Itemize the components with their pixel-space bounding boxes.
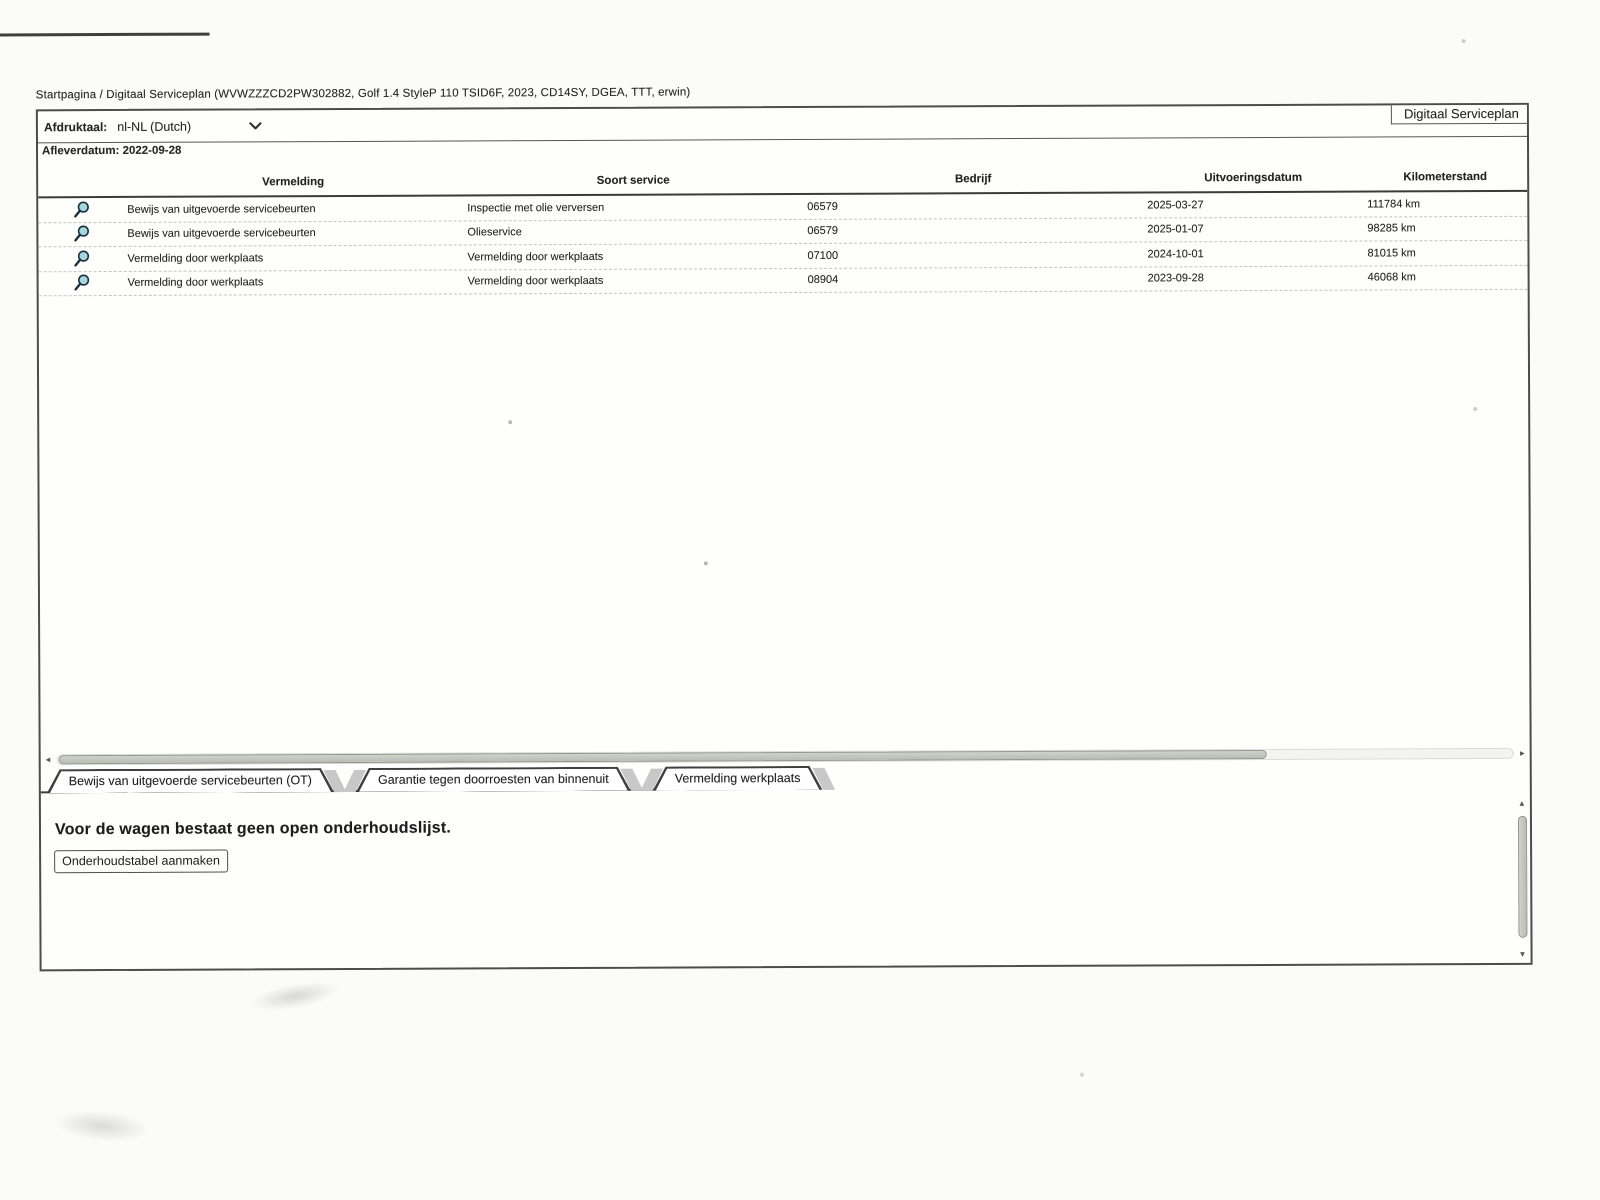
print-language-dropdown[interactable]: nl-NL (Dutch) bbox=[117, 119, 272, 134]
cell-uitvoeringsdatum: 2025-03-27 bbox=[1147, 198, 1204, 212]
vertical-scroll-thumb[interactable] bbox=[1517, 815, 1527, 938]
column-header-spacer bbox=[38, 177, 123, 189]
serviceplan-panel: Afdruktaal: nl-NL (Dutch) Digitaal Servi… bbox=[35, 102, 1533, 972]
table-row: Vermelding door werkplaats Vermelding do… bbox=[38, 240, 1528, 272]
scan-artifact-line bbox=[0, 32, 210, 37]
column-header-kilometerstand: Kilometerstand bbox=[1403, 170, 1488, 184]
cell-kilometerstand: 46068 km bbox=[1367, 271, 1416, 284]
scan-artifact-smudge bbox=[248, 976, 342, 1017]
panel-header: Afdruktaal: nl-NL (Dutch) Digitaal Servi… bbox=[37, 104, 1527, 144]
cell-bedrijf: 07100 bbox=[807, 249, 839, 262]
vertical-scroll-track[interactable] bbox=[1516, 810, 1528, 948]
cell-uitvoeringsdatum: 2025-01-07 bbox=[1147, 223, 1204, 236]
magnifier-icon[interactable] bbox=[71, 200, 91, 220]
cell-soort-service: Vermelding door werkplaats bbox=[467, 250, 604, 264]
table-row: Bewijs van uitgevoerde servicebeurten Ol… bbox=[38, 216, 1528, 248]
cell-uitvoeringsdatum: 2024-10-01 bbox=[1147, 247, 1204, 261]
scan-artifact-smudge bbox=[53, 1106, 151, 1146]
scroll-up-icon[interactable]: ▴ bbox=[1519, 797, 1525, 808]
scroll-down-icon[interactable]: ▾ bbox=[1520, 948, 1525, 959]
vertical-scrollbar: ▴ ▾ bbox=[1515, 797, 1530, 959]
tab-content-pane: Voor de wagen bestaat geen open onderhou… bbox=[41, 787, 1531, 969]
print-language-row: Afdruktaal: nl-NL (Dutch) bbox=[38, 110, 272, 142]
cell-soort-service: Olieservice bbox=[467, 226, 522, 239]
cell-vermelding: Bewijs van uitgevoerde servicebeurten bbox=[127, 202, 316, 216]
column-header-bedrijf: Bedrijf bbox=[954, 173, 992, 186]
cell-bedrijf: 06579 bbox=[807, 225, 839, 238]
horizontal-scroll-thumb[interactable] bbox=[58, 749, 1267, 764]
tab-vermelding-werkplaats[interactable]: Vermelding werkplaats bbox=[640, 766, 835, 791]
magnifier-icon[interactable] bbox=[71, 224, 91, 244]
scan-artifact-speck bbox=[1080, 1072, 1085, 1077]
scroll-right-icon[interactable]: ▸ bbox=[1520, 747, 1525, 758]
table-row: Vermelding door werkplaats Vermelding do… bbox=[38, 265, 1528, 297]
cell-kilometerstand: 98285 km bbox=[1367, 222, 1416, 235]
column-header-soort-service: Soort service bbox=[596, 174, 670, 187]
tab-bewijs-servicebeurten[interactable]: Bewijs van uitgevoerde servicebeurten (O… bbox=[47, 768, 347, 793]
breadcrumb[interactable]: Startpagina / Digitaal Serviceplan (WVWZ… bbox=[35, 86, 691, 102]
chevron-down-icon bbox=[249, 122, 262, 130]
tab-label: Bewijs van uitgevoerde servicebeurten (O… bbox=[68, 773, 312, 789]
column-header-vermelding: Vermelding bbox=[262, 176, 325, 189]
tab-label: Vermelding werkplaats bbox=[674, 770, 801, 786]
cell-kilometerstand: 81015 km bbox=[1367, 247, 1416, 260]
magnifier-icon[interactable] bbox=[71, 273, 91, 293]
tab-garantie-doorroesten[interactable]: Garantie tegen doorroesten van binnenuit bbox=[343, 767, 644, 792]
print-language-label: Afdruktaal: bbox=[43, 119, 108, 134]
create-maintenance-table-button[interactable]: Onderhoudstabel aanmaken bbox=[54, 849, 228, 874]
service-history-table: Vermelding Soort service Bedrijf Uitvoer… bbox=[38, 153, 1530, 751]
cell-vermelding: Vermelding door werkplaats bbox=[127, 276, 264, 290]
cell-soort-service: Vermelding door werkplaats bbox=[467, 275, 604, 288]
print-language-value: nl-NL (Dutch) bbox=[117, 119, 192, 134]
cell-bedrijf: 08904 bbox=[807, 274, 839, 287]
page-title: Digitaal Serviceplan bbox=[1390, 104, 1527, 125]
scan-artifact-speck bbox=[1461, 39, 1466, 44]
no-open-maintenance-message: Voor de wagen bestaat geen open onderhou… bbox=[54, 819, 452, 839]
column-header-uitvoeringsdatum: Uitvoeringsdatum bbox=[1204, 171, 1303, 185]
cell-uitvoeringsdatum: 2023-09-28 bbox=[1147, 272, 1204, 285]
cell-bedrijf: 06579 bbox=[807, 200, 838, 213]
cell-vermelding: Vermelding door werkplaats bbox=[127, 252, 264, 265]
cell-soort-service: Inspectie met olie verversen bbox=[467, 201, 605, 215]
scroll-left-icon[interactable]: ◂ bbox=[45, 753, 51, 764]
table-row: Bewijs van uitgevoerde servicebeurten In… bbox=[38, 191, 1528, 223]
cell-vermelding: Bewijs van uitgevoerde servicebeurten bbox=[127, 227, 316, 241]
cell-kilometerstand: 111784 km bbox=[1367, 198, 1421, 211]
magnifier-icon[interactable] bbox=[71, 249, 91, 269]
tab-label: Garantie tegen doorroesten van binnenuit bbox=[377, 771, 609, 787]
